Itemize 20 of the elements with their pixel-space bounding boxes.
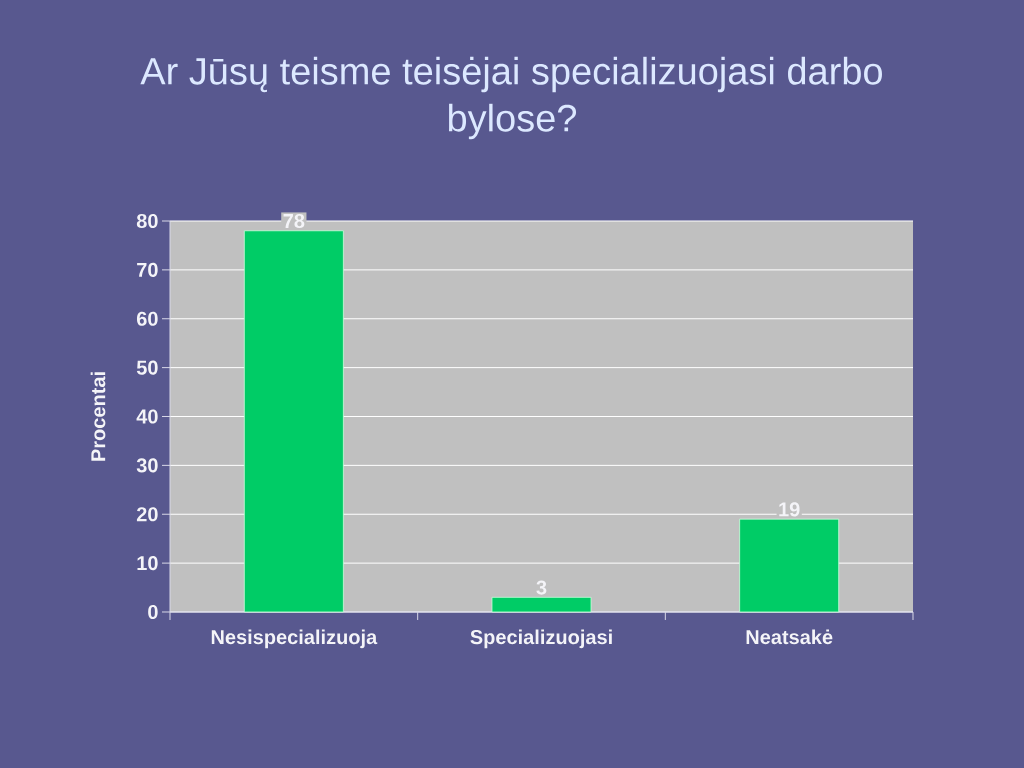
y-tick-label: 80	[136, 213, 158, 229]
y-tick-label: 10	[137, 556, 158, 571]
bar	[739, 518, 840, 613]
x-tick-label: Neatsakė	[746, 629, 833, 645]
bar	[491, 596, 592, 613]
data-label: 3	[536, 580, 547, 595]
y-tick-label: 20	[136, 507, 158, 522]
chart-title: Ar Jūsų teisme teisėjai specializuojasi darbo bylose?	[140, 56, 882, 140]
y-tick-label: 60	[136, 311, 158, 326]
bar	[243, 230, 344, 613]
y-tick-label: 0	[148, 604, 158, 620]
data-label: 78	[283, 213, 305, 229]
y-tick-label: 30	[136, 458, 158, 473]
data-label: 19	[779, 502, 800, 517]
y-axis-title: Procentai	[90, 372, 106, 461]
y-tick-label: 40	[136, 409, 158, 424]
y-tick-label: 50	[136, 360, 158, 375]
x-tick-label: Specializuojasi	[470, 629, 612, 649]
x-tick-label: Nesispecializuoja	[211, 629, 378, 649]
y-tick-label: 70	[137, 262, 158, 277]
